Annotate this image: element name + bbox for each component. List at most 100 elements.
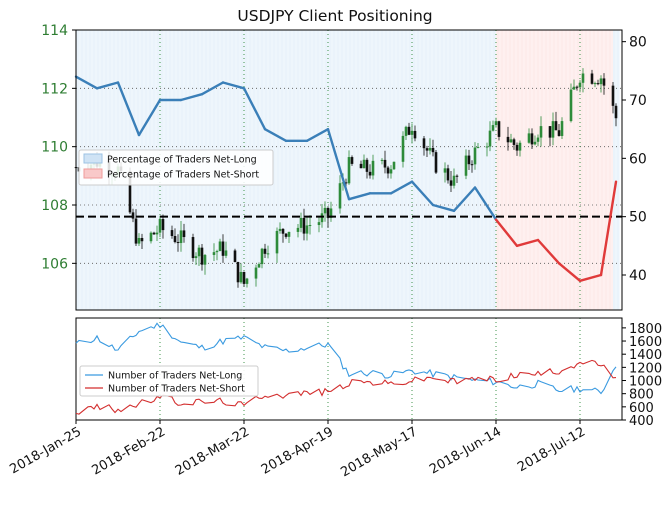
candle-down [614,105,618,119]
candle-up [299,217,303,228]
net-long-band [340,30,344,310]
right-tick-label: 60 [629,151,647,167]
chart-title: USDJPY Client Positioning [237,7,432,25]
legend-label: Number of Traders Net-Short [108,384,245,395]
candle-down [386,167,390,174]
x-tick-label: 2018-Jul-12 [515,424,588,475]
net-long-band [403,30,407,310]
candle-up [533,141,537,145]
net-long-band [316,30,320,310]
net-long-band [328,30,332,310]
candle-down [512,139,516,145]
net-long-band [448,30,452,310]
percent-segment [557,262,582,283]
candle-down [557,130,561,136]
candle-down [413,130,417,139]
price-candles [74,68,618,288]
x-tick-label: 2018-Jan-25 [7,424,84,477]
right-tick-label: 80 [629,35,647,51]
x-tick-label: 2018-Apr-19 [259,424,336,477]
candle-up [212,252,216,255]
candle-up [257,264,261,268]
candle-down [407,126,411,135]
candle-up [371,160,375,176]
candle-up [308,225,312,227]
right-tick-label: 1600 [629,335,662,350]
candle-down [506,136,510,143]
candle-down [434,152,438,173]
candle-up [215,251,219,253]
percent-segment [326,127,351,201]
net-long-band [343,30,347,310]
candle-up [305,225,309,234]
net-long-band [313,30,317,310]
net-short-band [577,30,581,310]
candle-up [569,89,573,122]
net-long-band [397,30,401,310]
candle-down [449,180,453,186]
candle-up [464,155,468,176]
candle-up [218,241,222,252]
percent-segment [347,192,372,201]
x-tick-label: 2018-Feb-22 [89,424,168,478]
net-long-band [481,30,485,310]
candle-down [326,207,330,218]
net-long-band [427,30,431,310]
net-short-band [592,30,596,310]
right-tick-label: 1400 [629,348,662,363]
net-short-band [556,30,560,310]
candle-up [323,207,327,214]
candle-up [473,147,477,165]
net-short-band [559,30,563,310]
net-long-band [613,30,617,310]
candle-down [383,159,387,168]
candle-up [179,230,183,244]
net-long-band [457,30,461,310]
candle-down [446,168,450,181]
percent-segment [410,180,435,207]
candle-up [254,267,258,279]
percent-segment [137,98,162,137]
net-short-band [532,30,536,310]
percent-segment [452,186,477,213]
candle-down [161,219,165,231]
candle-up [137,237,141,244]
net-short-band [547,30,551,310]
net-short-band [520,30,524,310]
candle-down [602,78,606,86]
right-tick-label: 1000 [629,375,662,390]
legend-swatch [83,168,103,179]
percent-segment [242,87,267,131]
net-long-band [439,30,443,310]
bottom-legend: Number of Traders Net-Long Number of Trad… [79,365,259,397]
candle-down [302,217,306,234]
net-long-band [367,30,371,310]
price-positioning-panel: 106 108 110 112 114 40 50 60 70 80 Percentage of T… [41,23,647,311]
candle-up [260,248,264,265]
net-short-band [607,30,611,310]
legend-box [79,365,259,397]
candle-up [362,159,366,169]
candle-up [572,86,576,90]
net-long-band [373,30,377,310]
candle-up [203,254,207,265]
net-long-band [493,30,497,310]
candle-down [200,247,204,265]
net-long-band [400,30,404,310]
right-tick-label: 1800 [629,322,662,337]
candle-up [491,125,495,131]
net-long-band [325,30,329,310]
legend-label: Percentage of Traders Net-Long [107,155,257,166]
candle-up [485,146,489,148]
candle-down [350,157,354,164]
left-tick-label: 108 [41,198,68,214]
x-tick-label: 2018-May-17 [338,424,420,480]
right-tick-label: 400 [629,414,654,429]
candle-down [431,147,435,153]
net-long-band [292,30,296,310]
candle-down [530,133,534,145]
candle-down [422,138,426,149]
net-long-band [352,30,356,310]
top-frame [75,29,623,311]
